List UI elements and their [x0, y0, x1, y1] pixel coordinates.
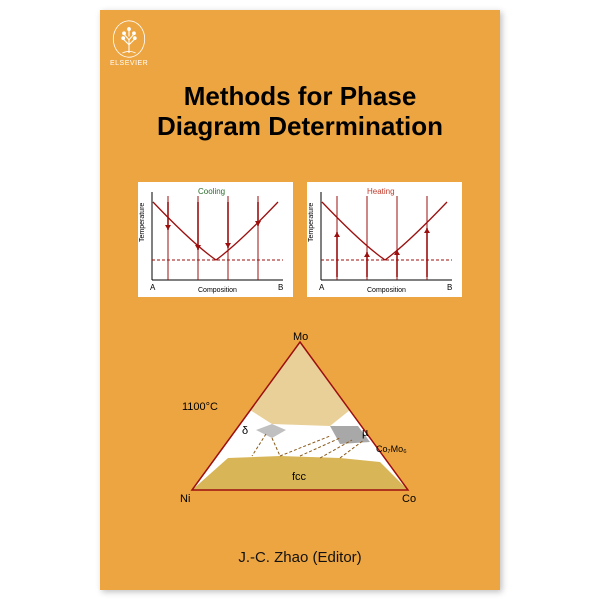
- label-fcc: fcc: [292, 471, 307, 483]
- vertex-br: Co: [402, 493, 416, 505]
- y-axis-label: Temperature: [308, 203, 315, 242]
- ternary-diagram-container: 1100°C Mo Ni Co δ µ fcc Co₇Mo₆: [100, 330, 500, 510]
- editor-line: J.-C. Zhao (Editor): [100, 549, 500, 566]
- x-end-b: B: [278, 283, 283, 292]
- label-delta: δ: [242, 425, 248, 437]
- x-axis-label: Composition: [367, 287, 406, 294]
- heating-chart: Temperature Composition A B Heating: [307, 182, 462, 297]
- x-axis-label: Composition: [198, 287, 237, 294]
- vertex-bl: Ni: [180, 493, 190, 505]
- publisher-block: ELSEVIER: [110, 20, 148, 67]
- x-end-b: B: [447, 283, 452, 292]
- vertex-top: Mo: [293, 331, 308, 343]
- ternary-diagram: 1100°C Mo Ni Co δ µ fcc Co₇Mo₆: [180, 330, 420, 510]
- book-cover: ELSEVIER Methods for Phase Diagram Deter…: [100, 10, 500, 590]
- book-title: Methods for Phase Diagram Determination: [100, 82, 500, 142]
- label-compound: Co₇Mo₆: [376, 444, 407, 454]
- cooling-caption: Cooling: [198, 187, 225, 196]
- heating-caption: Heating: [367, 187, 395, 196]
- ternary-temperature: 1100°C: [182, 401, 218, 413]
- ternary-top-region: [250, 342, 350, 426]
- publisher-name: ELSEVIER: [110, 60, 148, 67]
- x-end-a: A: [319, 283, 325, 292]
- y-axis-label: Temperature: [139, 203, 146, 242]
- cooling-chart: Temperature Composition A B Cooling: [138, 182, 293, 297]
- title-line-1: Methods for Phase: [100, 82, 500, 112]
- x-end-a: A: [150, 283, 156, 292]
- phase-charts-row: Temperature Composition A B Cooling Temp…: [100, 182, 500, 297]
- elsevier-tree-icon: [112, 20, 146, 58]
- label-mu: µ: [362, 427, 369, 439]
- title-line-2: Diagram Determination: [100, 112, 500, 142]
